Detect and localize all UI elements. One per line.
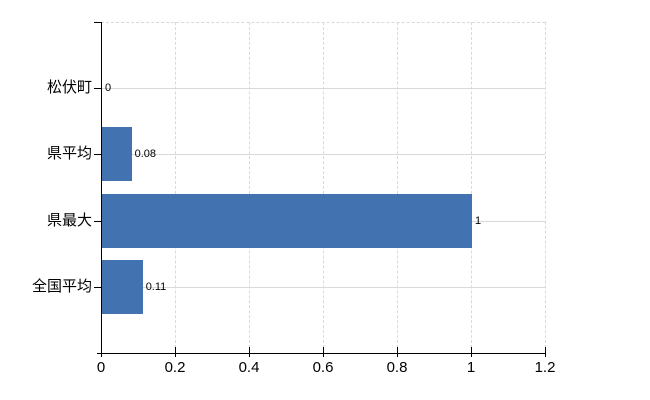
- x-axis-tick: [175, 347, 176, 357]
- value-label: 1: [475, 214, 482, 227]
- x-axis-tick-label: 0.2: [164, 359, 186, 376]
- gridline-vertical: [545, 22, 546, 353]
- x-axis-tick-label: 0: [96, 359, 106, 376]
- x-axis-tick: [323, 347, 324, 357]
- gridline-vertical: [397, 22, 398, 353]
- value-label: 0.11: [145, 280, 167, 293]
- gridline-vertical: [471, 22, 472, 353]
- value-label: 0.08: [134, 148, 157, 161]
- gridline-horizontal: [101, 154, 545, 156]
- gridline-vertical: [323, 22, 324, 353]
- gridline-horizontal: [101, 88, 545, 90]
- x-axis: [97, 353, 546, 354]
- gridline-vertical: [249, 22, 250, 353]
- x-axis-tick-label: 0.8: [386, 359, 408, 376]
- y-axis-tick: [94, 286, 101, 288]
- category-label: 全国平均: [31, 277, 92, 295]
- y-axis-tick: [94, 22, 101, 23]
- x-axis-tick-label: 0.4: [238, 359, 260, 376]
- bar: [102, 193, 472, 248]
- bar: [102, 259, 143, 314]
- category-label: 松伏町: [46, 79, 92, 97]
- x-axis-tick-label: 1.2: [534, 359, 556, 376]
- y-axis-tick: [94, 220, 101, 222]
- x-axis-tick: [397, 347, 398, 357]
- category-label: 県最大: [46, 211, 92, 229]
- category-label: 県平均: [46, 145, 92, 163]
- bar: [102, 127, 132, 182]
- x-axis-tick: [249, 347, 250, 357]
- gridline-vertical: [175, 22, 176, 353]
- y-axis: [101, 22, 102, 353]
- value-label: 0: [105, 82, 112, 95]
- x-axis-tick-label: 1: [466, 359, 476, 376]
- x-axis-tick: [471, 347, 472, 357]
- gridline-horizontal: [101, 286, 545, 288]
- y-axis-tick: [94, 154, 101, 156]
- x-axis-tick: [545, 347, 546, 357]
- x-axis-tick-label: 0.6: [312, 359, 334, 376]
- y-axis-tick: [94, 88, 101, 90]
